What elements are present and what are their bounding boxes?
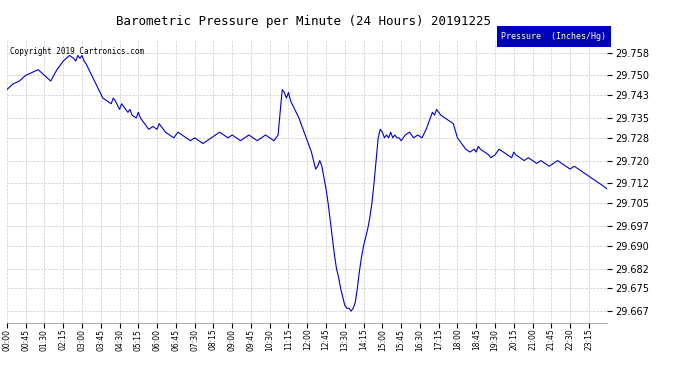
Text: Copyright 2019 Cartronics.com: Copyright 2019 Cartronics.com (10, 47, 144, 56)
Text: Barometric Pressure per Minute (24 Hours) 20191225: Barometric Pressure per Minute (24 Hours… (116, 15, 491, 28)
Text: Pressure  (Inches/Hg): Pressure (Inches/Hg) (501, 32, 607, 41)
